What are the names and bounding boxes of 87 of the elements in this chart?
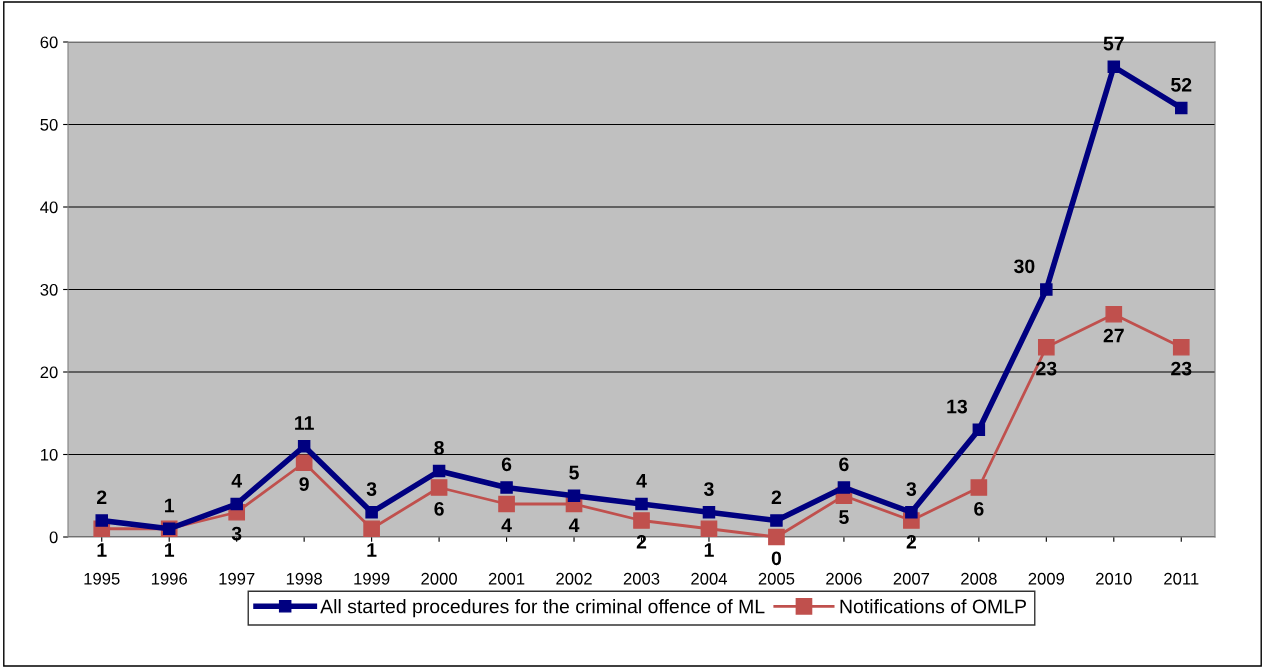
data-label: 13 (947, 399, 968, 414)
data-label: 8 (434, 440, 444, 455)
x-tick-label: 2008 (961, 572, 997, 585)
point (702, 505, 716, 519)
data-label: 1 (367, 543, 377, 557)
point (365, 505, 378, 519)
x-tick-label: 1998 (286, 572, 322, 585)
point (430, 479, 448, 496)
data-label: 3 (906, 482, 917, 496)
y-tick-label: 30 (40, 283, 58, 296)
point (972, 423, 986, 437)
data-label: 1 (704, 543, 714, 557)
data-label: 6 (974, 501, 984, 516)
point (363, 520, 380, 538)
point (700, 520, 718, 538)
data-label: 1 (165, 543, 175, 557)
data-label: 1 (165, 498, 175, 513)
data-label: 0 (771, 551, 782, 566)
point (633, 512, 650, 529)
x-tick-label: 2003 (623, 572, 660, 585)
x-tick-label: 1997 (219, 572, 255, 585)
y-tick-label: 10 (41, 448, 58, 461)
x-tick-label: 2005 (758, 572, 795, 585)
x-tick-label: 2000 (421, 572, 457, 585)
data-label: 2 (636, 534, 647, 549)
x-tick-label: 2002 (556, 572, 592, 585)
point (95, 514, 108, 527)
point (635, 497, 648, 511)
data-label: 2 (771, 490, 782, 504)
y-tick-label: 0 (49, 531, 58, 544)
data-label: 6 (501, 457, 512, 472)
x-tick-label: 2004 (691, 572, 728, 585)
data-label: 2 (97, 490, 107, 504)
y-tick-label: 50 (40, 118, 58, 131)
data-label: 6 (434, 501, 444, 516)
point (1172, 338, 1190, 356)
data-label: 11 (295, 416, 314, 430)
data-label: 4 (501, 518, 512, 532)
data-label: 3 (366, 482, 377, 496)
point (297, 439, 311, 453)
x-tick-label: 2010 (1096, 572, 1132, 585)
data-label: 6 (839, 457, 849, 472)
point (1037, 338, 1055, 356)
data-label: 1 (97, 543, 107, 557)
point (432, 464, 446, 478)
x-tick-label: 2001 (488, 572, 525, 585)
data-label: 27 (1103, 328, 1124, 343)
point (1105, 305, 1123, 323)
point (768, 528, 785, 546)
data-label: 5 (839, 510, 849, 524)
data-label: 4 (231, 474, 242, 488)
point (1175, 101, 1188, 115)
point (837, 481, 851, 494)
x-tick-label: 1995 (84, 572, 120, 585)
point (498, 495, 515, 513)
y-tick-label: 20 (40, 366, 58, 379)
data-label: 4 (636, 474, 647, 488)
legend-label: Notifications of OMLP (840, 599, 1026, 614)
data-label: 57 (1103, 36, 1124, 51)
point (770, 514, 783, 527)
data-label: 23 (1036, 361, 1057, 376)
point (1107, 60, 1121, 74)
data-label: 23 (1171, 361, 1192, 376)
x-tick-label: 2006 (826, 572, 862, 585)
point (567, 489, 581, 503)
x-tick-label: 1999 (354, 572, 390, 585)
point (970, 479, 988, 496)
data-label: 2 (906, 534, 917, 549)
data-label: 52 (1171, 77, 1192, 92)
x-tick-label: 2007 (893, 572, 930, 585)
x-tick-label: 2011 (1164, 572, 1199, 585)
data-label: 3 (704, 482, 714, 496)
data-label: 9 (299, 477, 309, 491)
data-label: 5 (569, 465, 579, 480)
data-label: 30 (1014, 259, 1035, 274)
data-label: 4 (568, 518, 580, 532)
point (295, 454, 313, 472)
legend-label: All started procedures for the criminal offence of ML (320, 599, 765, 618)
x-tick-label: 2009 (1028, 572, 1065, 585)
y-tick-label: 40 (40, 201, 58, 214)
point (230, 497, 243, 511)
point (1040, 283, 1053, 296)
y-tick-label: 60 (40, 36, 58, 49)
x-tick-label: 1996 (151, 572, 188, 585)
point (905, 505, 918, 519)
data-label: 3 (231, 526, 242, 541)
point (500, 481, 513, 494)
